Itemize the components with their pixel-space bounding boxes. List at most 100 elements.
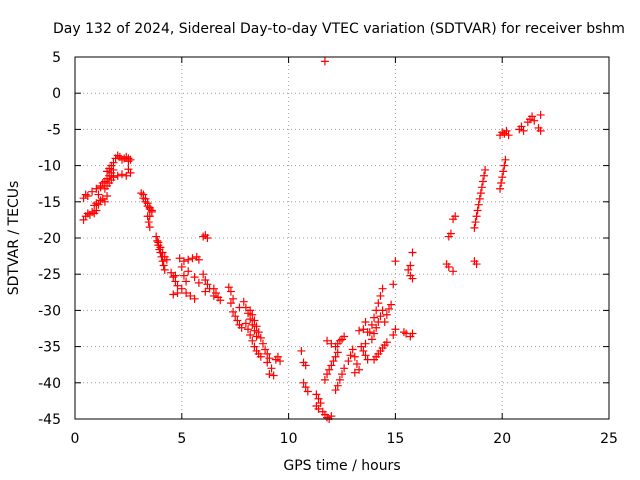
data-point xyxy=(267,364,276,373)
data-point xyxy=(179,257,188,266)
data-points xyxy=(79,57,545,423)
data-point xyxy=(276,357,285,366)
data-point xyxy=(137,189,146,198)
data-point xyxy=(316,399,325,408)
data-point xyxy=(269,371,278,380)
data-point xyxy=(312,390,321,399)
data-point xyxy=(380,317,389,326)
data-point xyxy=(167,268,176,277)
data-point xyxy=(378,284,387,293)
data-point xyxy=(160,265,169,274)
data-point xyxy=(203,234,212,242)
data-point xyxy=(399,328,408,337)
data-point xyxy=(171,271,180,280)
data-point xyxy=(504,131,513,140)
data-point xyxy=(496,184,505,193)
data-point xyxy=(338,370,346,379)
data-point xyxy=(301,383,310,392)
data-point xyxy=(145,223,154,232)
data-point xyxy=(331,386,340,395)
data-point xyxy=(248,320,257,329)
y-tick-label: -30 xyxy=(38,303,61,319)
data-point xyxy=(376,312,385,321)
data-point xyxy=(252,332,261,341)
data-point xyxy=(203,280,212,289)
data-point xyxy=(103,192,112,201)
data-point xyxy=(224,283,233,292)
data-point xyxy=(355,326,364,335)
data-point xyxy=(329,357,338,366)
data-point xyxy=(233,316,242,325)
data-point xyxy=(194,278,203,287)
data-point xyxy=(446,229,455,238)
data-point xyxy=(94,190,103,199)
data-point xyxy=(472,212,481,221)
data-point xyxy=(246,331,255,340)
data-point xyxy=(320,57,329,66)
data-point xyxy=(186,291,195,300)
x-tick-label: 0 xyxy=(71,431,80,447)
data-point xyxy=(314,394,323,403)
data-point xyxy=(344,357,353,366)
data-point xyxy=(536,110,545,119)
data-point xyxy=(244,325,253,334)
data-point xyxy=(378,306,387,315)
data-point xyxy=(359,346,368,355)
data-point xyxy=(158,257,167,266)
data-point xyxy=(201,275,210,284)
data-point xyxy=(408,274,417,283)
data-point xyxy=(117,170,126,179)
data-point xyxy=(177,284,186,293)
data-point xyxy=(159,261,168,270)
data-point xyxy=(367,320,376,329)
data-point xyxy=(500,161,509,170)
y-tick-label: -20 xyxy=(38,231,61,247)
data-point xyxy=(499,167,508,176)
data-point xyxy=(239,297,248,306)
y-tick-label: -35 xyxy=(38,340,61,356)
data-point xyxy=(367,335,376,344)
data-point xyxy=(182,289,191,298)
data-point xyxy=(323,370,332,379)
data-point xyxy=(173,281,182,290)
data-point xyxy=(297,346,306,355)
data-point xyxy=(382,338,391,347)
data-point xyxy=(497,178,506,187)
data-point xyxy=(141,197,150,206)
y-tick-label: -45 xyxy=(38,412,61,428)
data-point xyxy=(444,262,453,271)
y-tick-label: 5 xyxy=(52,50,61,66)
x-tick-label: 20 xyxy=(493,431,511,447)
data-point xyxy=(241,303,250,312)
data-point xyxy=(188,254,197,263)
x-tick-label: 25 xyxy=(600,431,618,447)
data-point xyxy=(528,112,537,121)
data-point xyxy=(335,375,344,384)
data-point xyxy=(231,312,240,321)
data-point xyxy=(154,238,163,247)
data-point xyxy=(169,290,178,299)
x-axis-label: GPS time / hours xyxy=(283,458,400,474)
data-point xyxy=(169,273,178,282)
y-tick-label: 0 xyxy=(52,86,61,102)
data-point xyxy=(184,255,193,264)
data-point xyxy=(90,201,99,210)
data-point xyxy=(530,116,539,125)
data-point xyxy=(359,325,368,334)
y-tick-label: -25 xyxy=(38,267,61,283)
data-point xyxy=(370,329,379,338)
data-point xyxy=(216,296,225,305)
data-point xyxy=(144,218,153,227)
data-point xyxy=(357,342,366,351)
y-tick-label: -5 xyxy=(47,122,61,138)
data-point xyxy=(265,354,274,363)
data-point xyxy=(199,232,208,241)
data-point xyxy=(519,126,528,135)
data-point xyxy=(258,339,267,348)
data-point xyxy=(472,260,481,269)
data-point xyxy=(248,336,257,345)
data-point xyxy=(194,255,203,264)
data-point xyxy=(158,248,167,257)
data-point xyxy=(263,358,272,367)
data-point xyxy=(474,200,483,209)
